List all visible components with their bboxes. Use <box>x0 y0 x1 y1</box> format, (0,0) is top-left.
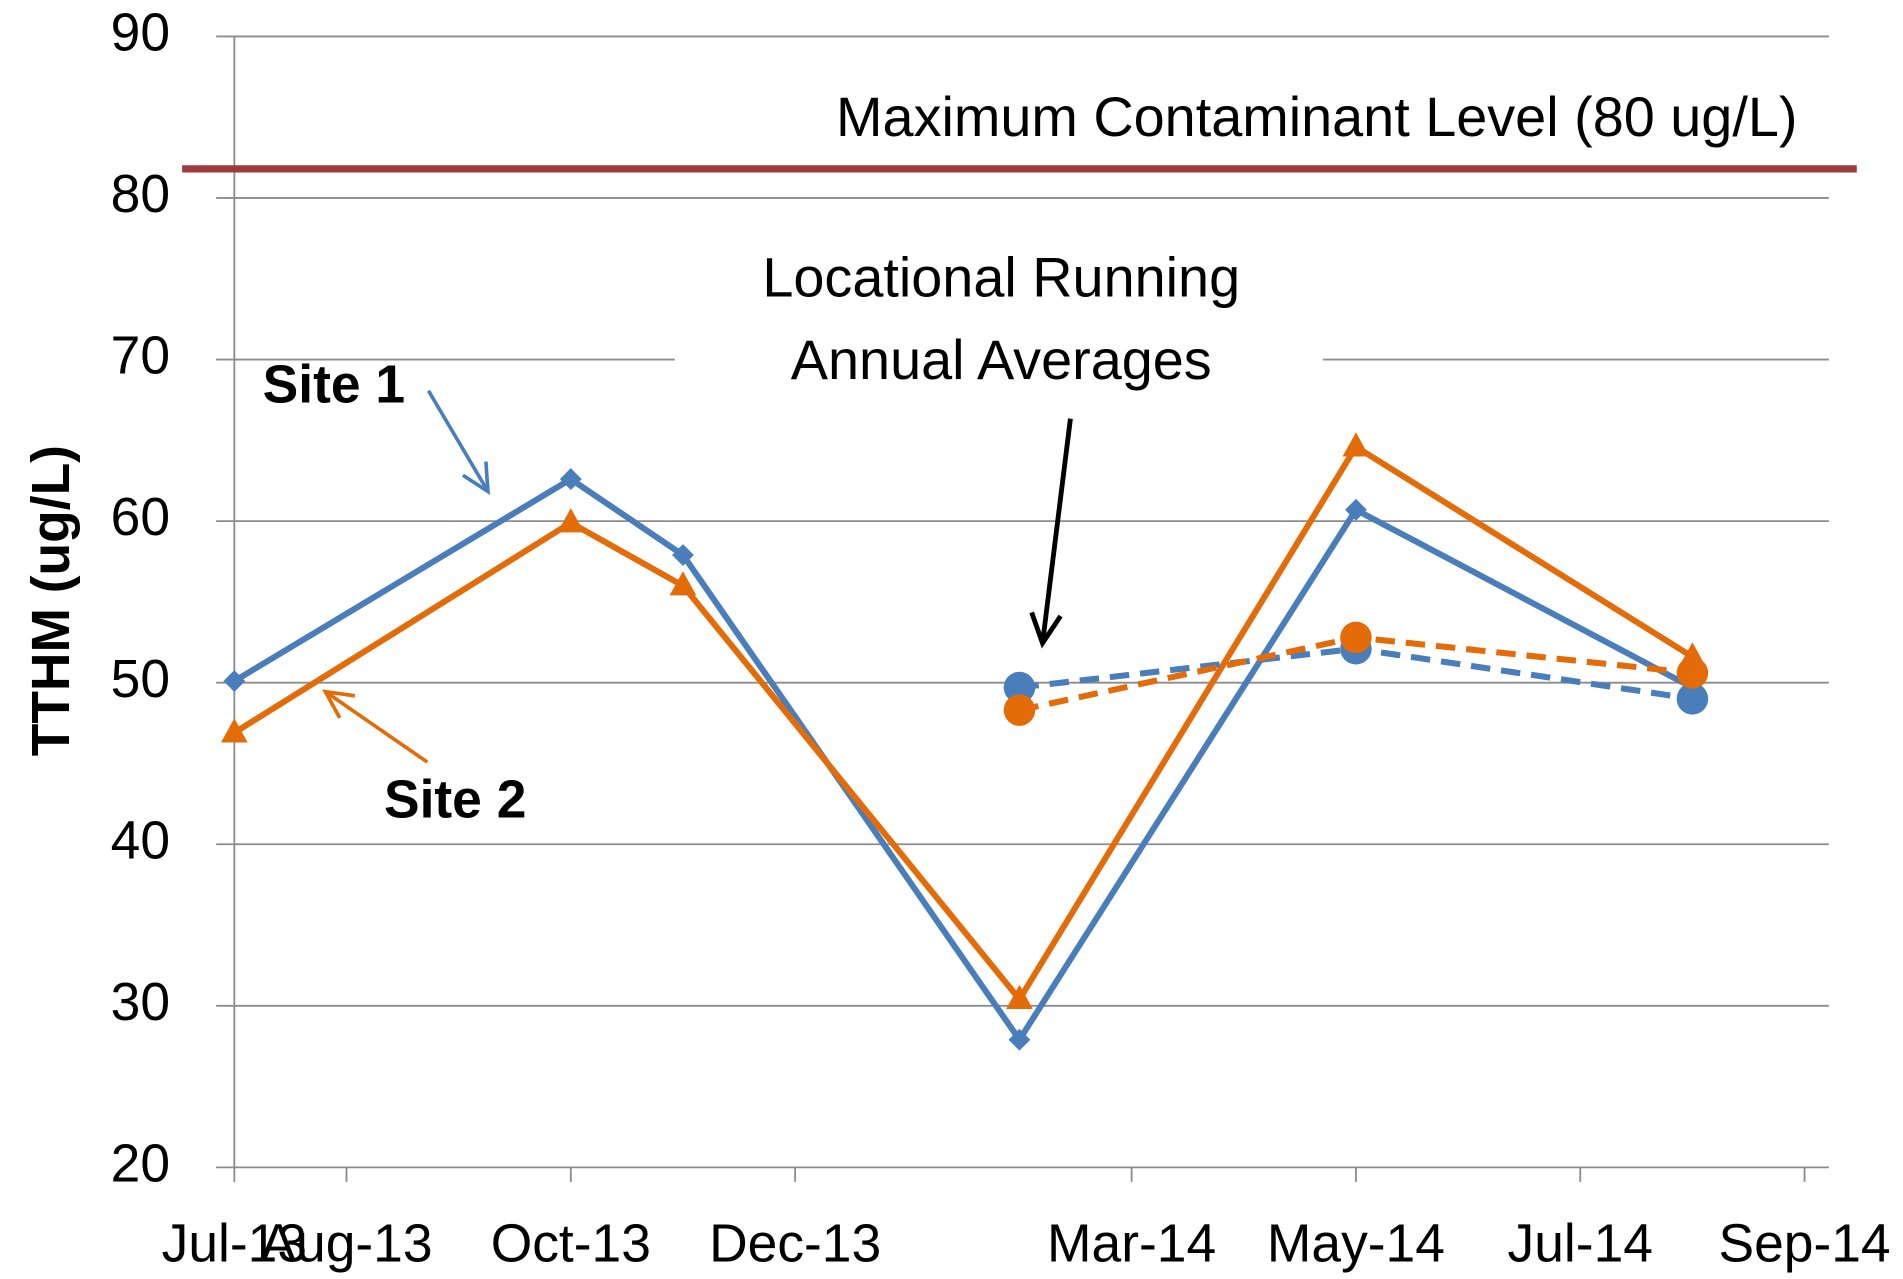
marker <box>559 468 582 491</box>
y-tick-label: 60 <box>111 488 170 547</box>
marker <box>1342 432 1370 457</box>
arrow <box>1040 418 1073 644</box>
marker <box>1676 657 1709 689</box>
annotation: Locational Running <box>762 245 1240 308</box>
reference-label: Maximum Contaminant Level (80 ug/L) <box>836 85 1797 148</box>
x-tick-label: Dec-13 <box>709 1215 881 1274</box>
y-tick-label: 80 <box>111 165 170 224</box>
x-tick-label: May-14 <box>1267 1215 1445 1274</box>
arrow-head <box>1029 611 1063 649</box>
y-tick-label: 70 <box>111 327 170 386</box>
marker <box>557 508 585 533</box>
y-tick-label: 40 <box>111 811 170 870</box>
arrow-head <box>461 461 491 495</box>
annotation: Annual Averages <box>791 328 1212 391</box>
arrow-head <box>321 689 356 719</box>
y-tick-label: 50 <box>111 650 170 709</box>
marker <box>1006 984 1033 1010</box>
x-tick-label: Aug-13 <box>260 1215 432 1274</box>
marker <box>1008 1028 1031 1051</box>
series-line <box>232 443 1695 1003</box>
marker <box>672 544 694 566</box>
marker <box>1003 694 1036 726</box>
x-tick-label: Sep-14 <box>1719 1215 1891 1274</box>
marker <box>220 718 248 743</box>
marker <box>1003 671 1036 704</box>
marker <box>1676 683 1709 715</box>
annotation-background <box>674 236 1323 407</box>
marker <box>223 670 246 692</box>
x-tick-label: Jul-13 <box>162 1215 307 1274</box>
series-label: Site 1 <box>263 355 405 414</box>
y-tick-label: 30 <box>111 973 170 1032</box>
arrow <box>426 389 490 493</box>
y-tick-label: 90 <box>111 4 170 63</box>
series-label: Site 2 <box>384 770 526 829</box>
marker <box>1345 498 1367 521</box>
x-tick-label: Oct-13 <box>491 1215 651 1274</box>
x-tick-label: Mar-14 <box>1047 1215 1216 1274</box>
arrow <box>324 690 429 764</box>
y-axis-title: TTHM (ug/L) <box>22 445 81 756</box>
y-tick-label: 20 <box>111 1134 170 1193</box>
marker <box>1340 621 1372 654</box>
marker <box>669 571 697 596</box>
series-line <box>232 476 1694 1043</box>
x-tick-label: Jul-14 <box>1508 1215 1653 1274</box>
